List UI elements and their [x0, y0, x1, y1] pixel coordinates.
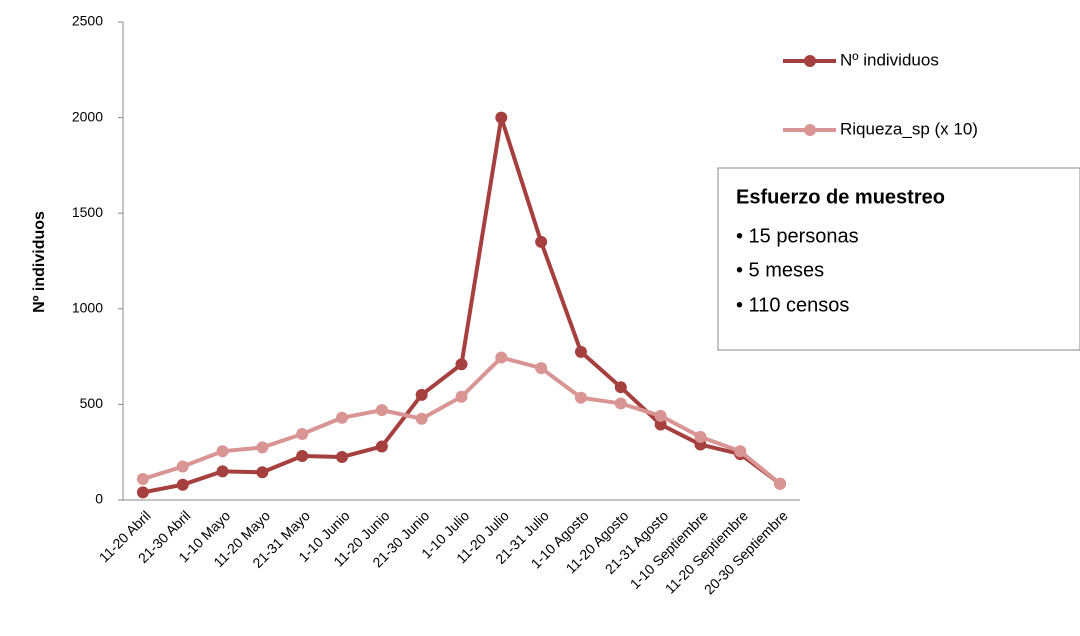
point — [136, 472, 149, 485]
annotation-box — [717, 167, 1080, 351]
point — [216, 445, 229, 458]
point — [654, 409, 667, 422]
series-line — [142, 115, 782, 495]
point — [455, 358, 468, 371]
point — [535, 362, 548, 375]
legend-label: Riqueza_sp (x 10) — [840, 119, 978, 138]
point — [296, 450, 309, 463]
point — [375, 404, 388, 417]
point — [256, 441, 269, 454]
annotation-item: • 110 censos — [736, 294, 849, 316]
point — [136, 486, 149, 499]
series-line — [142, 355, 782, 486]
legend-label: Nº individuos — [840, 50, 939, 69]
point — [694, 430, 707, 443]
point — [535, 235, 548, 248]
point — [654, 418, 667, 431]
point — [415, 388, 428, 401]
point — [614, 397, 627, 410]
annotation-title: Esfuerzo de muestreo — [736, 186, 945, 208]
point — [734, 445, 747, 458]
point — [614, 381, 627, 394]
y-axis-title: Nº individuos — [31, 211, 48, 313]
point — [176, 478, 189, 491]
point — [774, 477, 787, 490]
point — [216, 465, 229, 478]
point — [455, 390, 468, 403]
legend-marker — [804, 124, 816, 136]
y-tick-label: 2500 — [72, 13, 103, 29]
point — [336, 411, 349, 424]
point — [296, 428, 309, 441]
annotation-item: • 15 personas — [736, 225, 859, 247]
point — [176, 460, 189, 473]
annotation-item: • 5 meses — [736, 259, 824, 281]
point — [574, 391, 587, 404]
y-tick-label: 500 — [80, 395, 104, 411]
point — [574, 345, 587, 358]
legend-marker — [804, 55, 816, 67]
point — [495, 111, 508, 124]
y-tick-label: 0 — [95, 491, 103, 507]
y-tick-label: 1000 — [72, 300, 103, 316]
point — [336, 450, 349, 463]
y-tick-label: 2000 — [72, 108, 103, 124]
point — [375, 440, 388, 453]
point — [415, 412, 428, 425]
y-tick-label: 1500 — [72, 204, 103, 220]
point — [256, 466, 269, 479]
point — [495, 351, 508, 364]
